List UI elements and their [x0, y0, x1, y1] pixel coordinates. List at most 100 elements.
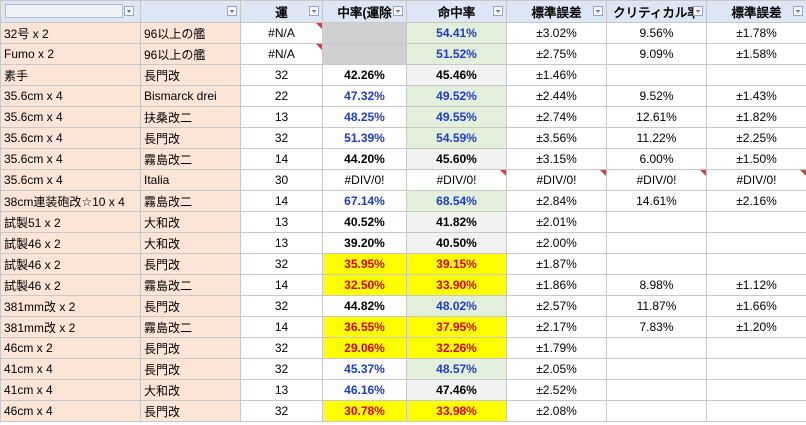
header-hit-excl[interactable]: 中率(運除	[322, 0, 407, 23]
cell-hit-excl[interactable]: 46.16%	[322, 379, 407, 401]
header-hit[interactable]: 命中率	[406, 0, 507, 23]
filter-dropdown-icon[interactable]	[227, 6, 237, 16]
cell-equip[interactable]: 35.6cm x 4	[0, 85, 141, 107]
cell-equip[interactable]: 32号 x 2	[0, 22, 141, 44]
cell-crit[interactable]	[606, 379, 707, 401]
cell-hit-excl[interactable]: 42.26%	[322, 64, 407, 86]
cell-luck[interactable]: 32	[240, 295, 323, 317]
cell-stderr2[interactable]: #DIV/0!	[706, 169, 806, 191]
cell-luck[interactable]: 32	[240, 400, 323, 422]
cell-hit[interactable]: 49.52%	[406, 85, 507, 107]
cell-ship[interactable]: 霧島改二	[140, 274, 241, 296]
cell-stderr2[interactable]	[706, 358, 806, 380]
cell-luck[interactable]: 14	[240, 316, 323, 338]
cell-hit[interactable]: 45.60%	[406, 148, 507, 170]
cell-stderr[interactable]: ±2.00%	[506, 232, 607, 254]
cell-luck[interactable]: 32	[240, 127, 323, 149]
cell-crit[interactable]: 12.61%	[606, 106, 707, 128]
cell-crit[interactable]	[606, 253, 707, 275]
cell-stderr2[interactable]	[706, 211, 806, 233]
cell-crit[interactable]: 11.22%	[606, 127, 707, 149]
header-stderr2[interactable]: 標準誤差	[706, 0, 806, 23]
cell-crit[interactable]: 9.56%	[606, 22, 707, 44]
cell-hit-excl[interactable]: 36.55%	[322, 316, 407, 338]
cell-crit[interactable]	[606, 64, 707, 86]
cell-hit[interactable]: 32.26%	[406, 337, 507, 359]
cell-equip[interactable]: 46cm x 4	[0, 400, 141, 422]
header-cell-equip[interactable]	[0, 0, 141, 23]
cell-crit[interactable]	[606, 232, 707, 254]
cell-luck[interactable]: #N/A	[240, 43, 323, 65]
cell-luck[interactable]: 32	[240, 64, 323, 86]
cell-stderr[interactable]: ±2.52%	[506, 379, 607, 401]
cell-stderr2[interactable]	[706, 400, 806, 422]
cell-stderr[interactable]: ±2.17%	[506, 316, 607, 338]
cell-ship[interactable]: 長門改	[140, 358, 241, 380]
cell-hit-excl[interactable]: 39.20%	[322, 232, 407, 254]
cell-crit[interactable]	[606, 358, 707, 380]
cell-hit[interactable]: 54.59%	[406, 127, 507, 149]
cell-hit-excl[interactable]: 35.95%	[322, 253, 407, 275]
cell-hit[interactable]: 33.90%	[406, 274, 507, 296]
cell-stderr2[interactable]	[706, 337, 806, 359]
cell-hit[interactable]: 49.55%	[406, 106, 507, 128]
cell-ship[interactable]: 長門改	[140, 127, 241, 149]
cell-equip[interactable]: 35.6cm x 4	[0, 169, 141, 191]
cell-equip[interactable]: 素手	[0, 64, 141, 86]
cell-luck[interactable]: 13	[240, 106, 323, 128]
cell-luck[interactable]: 22	[240, 85, 323, 107]
cell-hit-excl[interactable]: 40.52%	[322, 211, 407, 233]
cell-equip[interactable]: 試製51 x 2	[0, 211, 141, 233]
cell-crit[interactable]	[606, 211, 707, 233]
cell-ship[interactable]: 扶桑改二	[140, 106, 241, 128]
cell-luck[interactable]: #N/A	[240, 22, 323, 44]
cell-luck[interactable]: 13	[240, 211, 323, 233]
header-luck[interactable]: 運	[240, 0, 323, 23]
cell-hit[interactable]: 68.54%	[406, 190, 507, 212]
cell-hit-excl[interactable]: 30.78%	[322, 400, 407, 422]
cell-luck[interactable]: 14	[240, 148, 323, 170]
cell-equip[interactable]: 試製46 x 2	[0, 274, 141, 296]
header-cell-ship[interactable]	[140, 0, 241, 23]
cell-equip[interactable]: 46cm x 2	[0, 337, 141, 359]
cell-ship[interactable]: Italia	[140, 169, 241, 191]
cell-hit[interactable]: 47.46%	[406, 379, 507, 401]
cell-stderr2[interactable]: ±1.78%	[706, 22, 806, 44]
cell-stderr[interactable]: ±2.57%	[506, 295, 607, 317]
cell-stderr[interactable]: ±2.01%	[506, 211, 607, 233]
cell-hit-excl[interactable]: 45.37%	[322, 358, 407, 380]
header-crit[interactable]: クリティカル率	[606, 0, 707, 23]
cell-crit[interactable]: 6.00%	[606, 148, 707, 170]
cell-equip[interactable]: 41cm x 4	[0, 358, 141, 380]
cell-stderr2[interactable]: ±1.58%	[706, 43, 806, 65]
cell-stderr[interactable]: ±2.08%	[506, 400, 607, 422]
cell-ship[interactable]: 長門改	[140, 64, 241, 86]
cell-stderr2[interactable]	[706, 379, 806, 401]
filter-dropdown-icon[interactable]	[493, 6, 503, 16]
cell-stderr[interactable]: ±2.44%	[506, 85, 607, 107]
cell-equip[interactable]: 試製46 x 2	[0, 253, 141, 275]
cell-stderr[interactable]: ±3.15%	[506, 148, 607, 170]
cell-crit[interactable]: 9.52%	[606, 85, 707, 107]
cell-hit-excl[interactable]	[322, 43, 407, 65]
filter-dropdown-icon[interactable]	[593, 6, 603, 16]
cell-stderr[interactable]: ±1.87%	[506, 253, 607, 275]
cell-luck[interactable]: 13	[240, 379, 323, 401]
cell-luck[interactable]: 14	[240, 274, 323, 296]
cell-equip[interactable]: 41cm x 4	[0, 379, 141, 401]
cell-ship[interactable]: 霧島改二	[140, 190, 241, 212]
cell-crit[interactable]: #DIV/0!	[606, 169, 707, 191]
cell-hit[interactable]: 48.57%	[406, 358, 507, 380]
cell-ship[interactable]: 96以上の艦	[140, 43, 241, 65]
cell-stderr[interactable]: ±2.84%	[506, 190, 607, 212]
cell-stderr2[interactable]: ±1.82%	[706, 106, 806, 128]
cell-crit[interactable]	[606, 400, 707, 422]
cell-ship[interactable]: 長門改	[140, 295, 241, 317]
cell-hit-excl[interactable]: 44.82%	[322, 295, 407, 317]
cell-crit[interactable]	[606, 337, 707, 359]
cell-stderr[interactable]: ±1.86%	[506, 274, 607, 296]
cell-ship[interactable]: 霧島改二	[140, 148, 241, 170]
cell-hit[interactable]: 33.98%	[406, 400, 507, 422]
cell-hit-excl[interactable]: 29.06%	[322, 337, 407, 359]
cell-stderr2[interactable]	[706, 64, 806, 86]
